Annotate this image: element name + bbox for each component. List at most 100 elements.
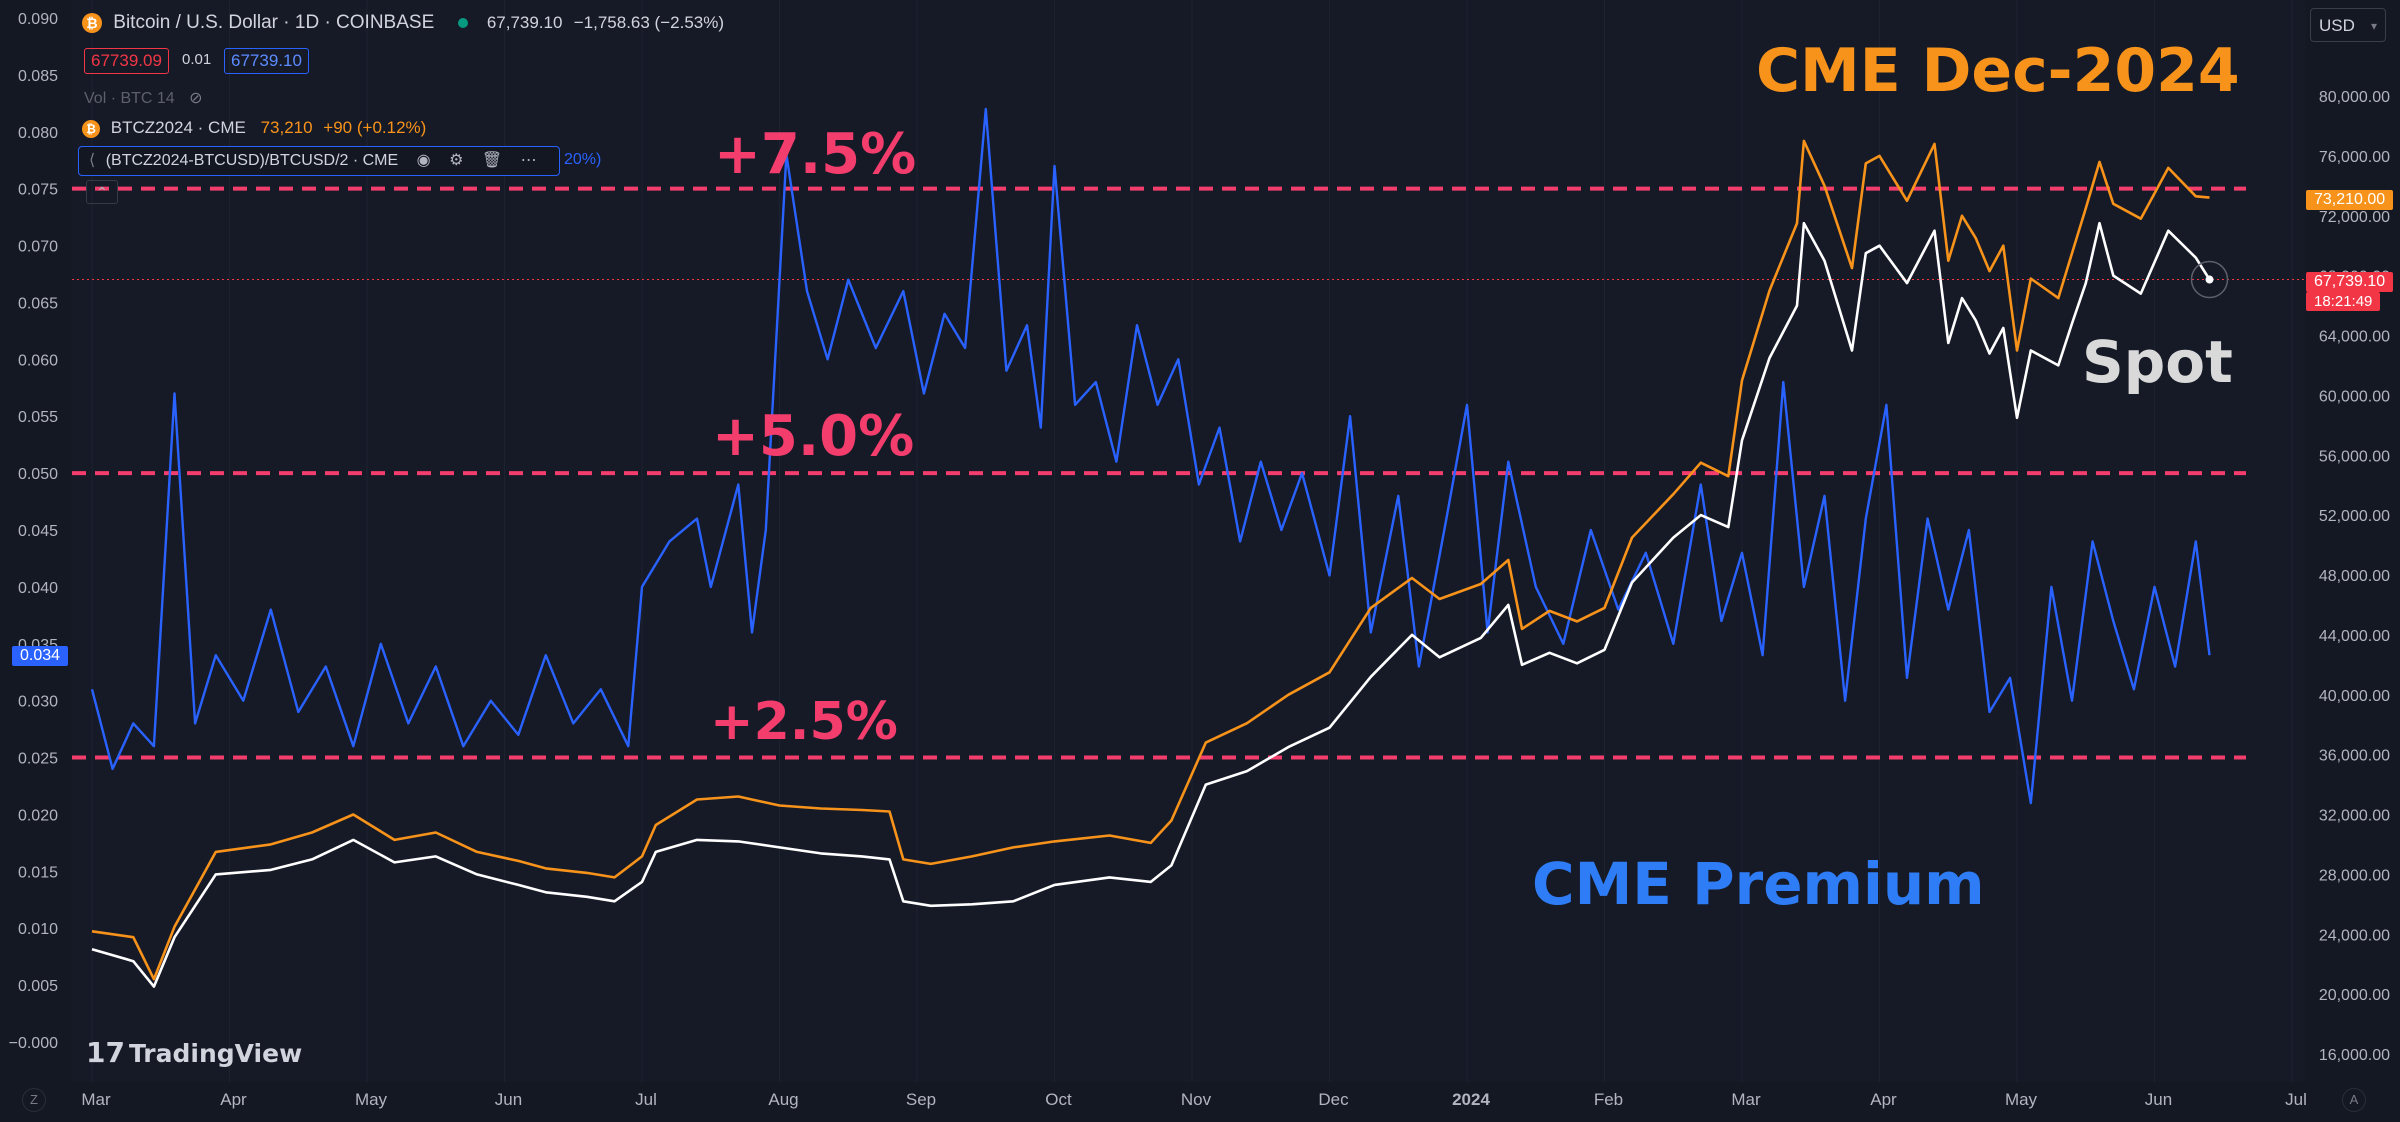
ratio-symbol: (BTCZ2024-BTCUSD)/BTCUSD/2 · CME xyxy=(105,152,399,169)
time-axis-tick-label: Apr xyxy=(1870,1090,1897,1109)
hidden-eye-icon[interactable]: ⊘ xyxy=(189,90,203,107)
ratio-suffix: 20%) xyxy=(564,151,602,168)
time-axis-tick-label: Nov xyxy=(1181,1090,1212,1109)
time-axis-tick-label: Dec xyxy=(1318,1090,1349,1109)
spot-price-tag: 67,739.10 xyxy=(2306,272,2394,292)
market-open-icon xyxy=(457,18,468,28)
last-point-ring xyxy=(2190,260,2229,299)
settings-icon[interactable]: ⚙ xyxy=(449,152,464,169)
series-line-cme-dec-2024 xyxy=(91,139,2210,981)
last-price: 67,739.10 xyxy=(486,13,563,32)
eye-icon[interactable]: ◉ xyxy=(416,152,431,169)
auto-scale-button[interactable]: A xyxy=(2342,1088,2366,1112)
right-axis-tick-label: 44,000.00 xyxy=(2319,628,2390,645)
left-axis-tick-label: 0.065 xyxy=(18,295,58,312)
chevron-down-icon: ▾ xyxy=(2370,19,2377,33)
threshold-label-2-5: +2.5% xyxy=(710,692,898,752)
left-axis-tick-label: 0.060 xyxy=(18,352,58,369)
main-symbol-legend[interactable]: ₿ Bitcoin / U.S. Dollar · 1D · COINBASE … xyxy=(82,12,724,34)
right-axis-tick-label: 80,000.00 xyxy=(2319,89,2390,106)
right-axis-tick-label: 72,000.00 xyxy=(2319,209,2390,226)
bitcoin-icon: ₿ xyxy=(82,12,102,33)
symbol-title: Bitcoin / U.S. Dollar · 1D · COINBASE xyxy=(113,12,435,33)
left-axis-tick-label: −0.000 xyxy=(9,1035,58,1052)
right-axis-tick-label: 28,000.00 xyxy=(2319,867,2390,884)
bid-button[interactable]: 67739.09 xyxy=(84,48,169,74)
futures-symbol: BTCZ2024 · CME xyxy=(110,118,246,137)
price-change: −1,758.63 (−2.53%) xyxy=(573,13,725,32)
time-axis-tick-label: Jul xyxy=(2285,1090,2307,1109)
delete-icon[interactable]: 🗑 xyxy=(481,152,503,169)
futures-legend[interactable]: ₿ BTCZ2024 · CME 73,210 +90 (+0.12%) xyxy=(82,118,426,138)
time-axis-tick-label: May xyxy=(355,1090,388,1109)
more-icon[interactable]: ⋯ xyxy=(520,152,537,169)
left-axis-tick-label: 0.020 xyxy=(18,807,58,824)
threshold-label-5-0: +5.0% xyxy=(712,404,915,469)
ask-button[interactable]: 67739.10 xyxy=(224,48,309,74)
right-axis-tick-label: 20,000.00 xyxy=(2319,987,2390,1004)
left-axis-tick-label: 0.075 xyxy=(18,182,58,199)
left-axis-tick-label: 0.010 xyxy=(18,921,58,938)
threshold-label-7-5: +7.5% xyxy=(714,122,917,187)
time-axis-tick-label: May xyxy=(2005,1090,2038,1109)
threshold-lines xyxy=(72,186,2306,760)
futures-price-tag: 73,210.00 xyxy=(2306,190,2394,210)
time-axis-tick-label: Aug xyxy=(768,1090,798,1109)
time-axis-tick-label: Sep xyxy=(906,1090,936,1109)
right-axis-tick-label: 48,000.00 xyxy=(2319,568,2390,585)
series-line-cme-premium xyxy=(90,107,2211,805)
cme-dec-label: CME Dec-2024 xyxy=(1756,36,2240,106)
tradingview-logo: 17 TradingView xyxy=(86,1036,302,1069)
bitcoin-icon: ₿ xyxy=(82,119,100,138)
right-axis-tick-label: 52,000.00 xyxy=(2319,508,2390,525)
time-axis-tick-label: Jul xyxy=(635,1090,657,1109)
left-axis-tick-label: 0.005 xyxy=(18,978,58,995)
time-axis-tick-label: Jun xyxy=(2145,1090,2172,1109)
right-axis-tick-label: 16,000.00 xyxy=(2319,1047,2390,1064)
left-axis-tick-label: 0.080 xyxy=(18,125,58,142)
logo-text: TradingView xyxy=(128,1039,303,1068)
left-axis-tick-label: 0.090 xyxy=(18,11,58,28)
right-axis: 80,000.0076,000.0072,000.0068,000.0064,0… xyxy=(2319,89,2390,1064)
time-axis-tick-label: Oct xyxy=(1045,1090,1072,1109)
left-axis-tick-label: 0.040 xyxy=(18,580,58,597)
currency-select[interactable]: USD ▾ xyxy=(2310,8,2386,42)
time-axis-tick-label: 2024 xyxy=(1452,1090,1490,1109)
tradingview-icon: 17 xyxy=(86,1036,125,1069)
right-axis-tick-label: 76,000.00 xyxy=(2319,149,2390,166)
right-axis-tick-label: 60,000.00 xyxy=(2319,388,2390,405)
left-axis-tick-label: 0.085 xyxy=(18,68,58,85)
zoom-button[interactable]: Z xyxy=(22,1088,46,1112)
right-axis-tick-label: 36,000.00 xyxy=(2319,748,2390,765)
left-axis-tick-label: 0.050 xyxy=(18,466,58,483)
right-axis-tick-label: 32,000.00 xyxy=(2319,808,2390,825)
left-axis-tick-label: 0.015 xyxy=(18,864,58,881)
volume-legend[interactable]: Vol · BTC 14 ⊘ xyxy=(84,88,203,108)
time-axis-tick-label: Feb xyxy=(1594,1090,1623,1109)
left-axis-tick-label: 0.025 xyxy=(18,751,58,768)
right-axis-tick-label: 40,000.00 xyxy=(2319,688,2390,705)
right-axis-tick-label: 56,000.00 xyxy=(2319,448,2390,465)
time-axis[interactable]: Mar Apr May Jun Jul Aug Sep Oct Nov Dec 2024 Feb Mar… xyxy=(81,1090,2307,1109)
right-axis-tick-label: 24,000.00 xyxy=(2319,927,2390,944)
left-axis-tick-label: 0.030 xyxy=(18,694,58,711)
volume-label: Vol · BTC 14 xyxy=(84,90,175,107)
chart-series xyxy=(90,107,2229,988)
time-axis-tick-label: Mar xyxy=(81,1090,111,1109)
currency-label: USD xyxy=(2319,16,2355,35)
cme-premium-label: CME Premium xyxy=(1532,850,1985,918)
collapse-icon[interactable]: ⟨ xyxy=(89,152,96,169)
collapse-legend-button[interactable]: ⌃ xyxy=(86,180,118,204)
futures-price: 73,210 xyxy=(260,118,313,137)
left-axis-tick-label: 0.055 xyxy=(18,409,58,426)
left-axis-tick-label: 0.045 xyxy=(18,523,58,540)
left-axis: 0.090 0.085 0.080 0.075 0.070 0.065 0.060 0.055… xyxy=(9,11,58,1052)
premium-value-tag: 0.034 xyxy=(12,646,69,666)
time-axis-tick-label: Mar xyxy=(1731,1090,1761,1109)
ratio-legend[interactable]: ⟨ (BTCZ2024-BTCUSD)/BTCUSD/2 · CME ◉ ⚙ 🗑… xyxy=(78,146,560,176)
time-axis-tick-label: Apr xyxy=(220,1090,247,1109)
time-axis-tick-label: Jun xyxy=(495,1090,522,1109)
left-axis-tick-label: 0.070 xyxy=(18,239,58,256)
spread-value: 0.01 xyxy=(182,51,212,68)
